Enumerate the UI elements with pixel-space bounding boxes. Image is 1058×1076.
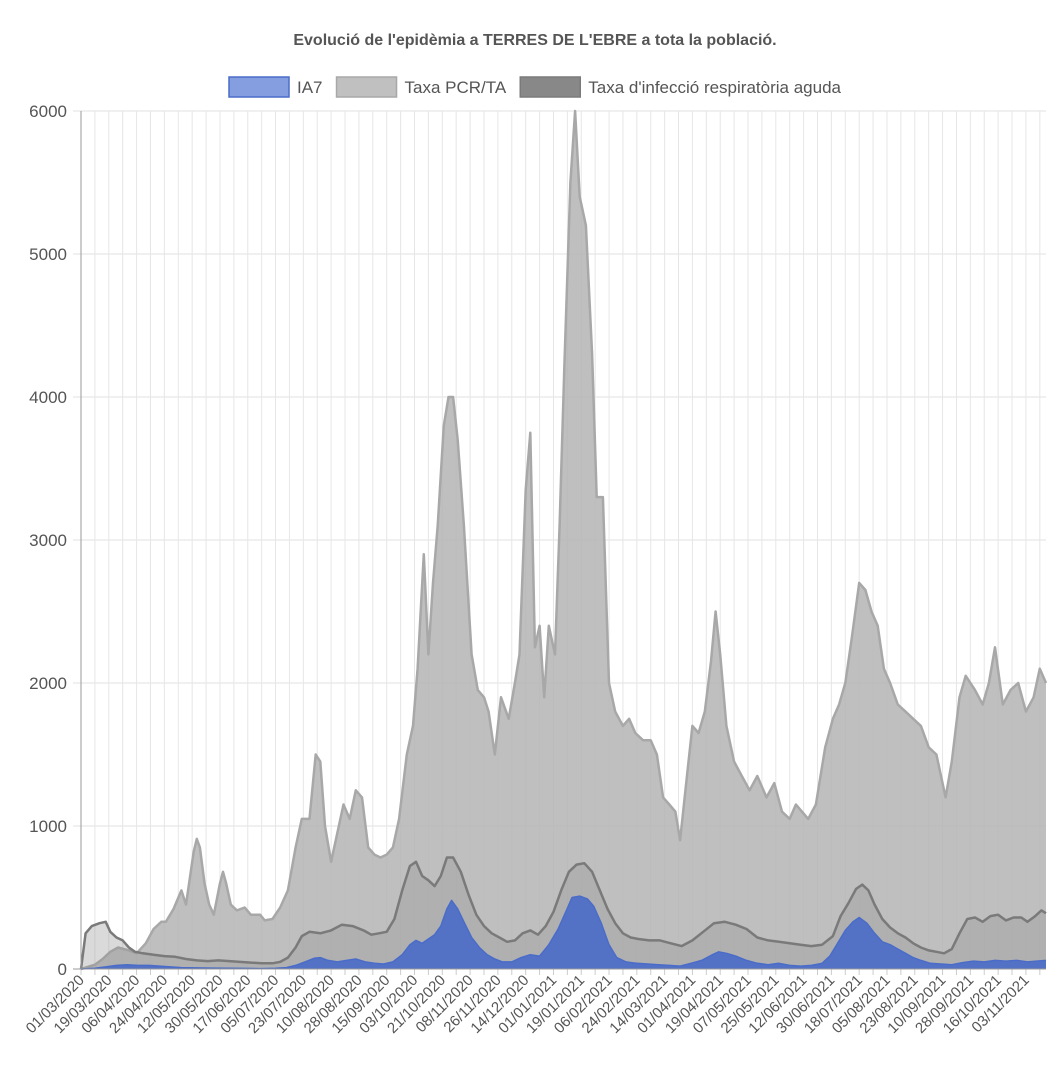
series-area-ia7	[81, 896, 1046, 969]
legend-label-taxa-pcr-ta: Taxa PCR/TA	[405, 78, 507, 97]
series-area-taxa-pcr-ta	[81, 111, 1046, 969]
legend: IA7 Taxa PCR/TA Taxa d'infecció respiratòr…	[228, 76, 842, 98]
y-tick-label: 2000	[29, 674, 67, 693]
y-tick-label: 3000	[29, 531, 67, 550]
chart-title: Evolució de l'epidèmia a TERRES DE L'EBR…	[293, 32, 776, 49]
series-line-taxa-d-infecci-respirat-ria-aguda	[79, 856, 1047, 970]
y-tick-labels: 0 1000 2000 3000 4000 5000 6000	[29, 102, 67, 979]
legend-swatch-ia7	[228, 76, 290, 98]
y-tick-label: 4000	[29, 388, 67, 407]
y-tick-label: 5000	[29, 245, 67, 264]
y-tick-label: 1000	[29, 817, 67, 836]
legend-swatch-taxa-pcr-ta	[335, 76, 398, 98]
series-line-taxa-pcr-ta	[80, 109, 1048, 971]
series-area-taxa-d-infecci-respirat-ria-aguda	[81, 857, 1046, 969]
y-tick-label: 6000	[29, 102, 67, 121]
x-tick-labels: 01/03/202019/03/202006/04/202024/04/2020…	[23, 972, 1033, 1037]
axes	[73, 111, 1046, 970]
series-line-ia7	[80, 895, 1047, 970]
y-tick-label: 0	[58, 960, 67, 979]
legend-label-taxa-d-infecci-respirat-ria-aguda: Taxa d'infecció respiratòria aguda	[588, 78, 841, 97]
legend-label-ia7: IA7	[297, 78, 323, 97]
legend-swatch-taxa-d-infecci-respirat-ria-aguda	[519, 76, 582, 98]
series-areas	[79, 109, 1048, 971]
